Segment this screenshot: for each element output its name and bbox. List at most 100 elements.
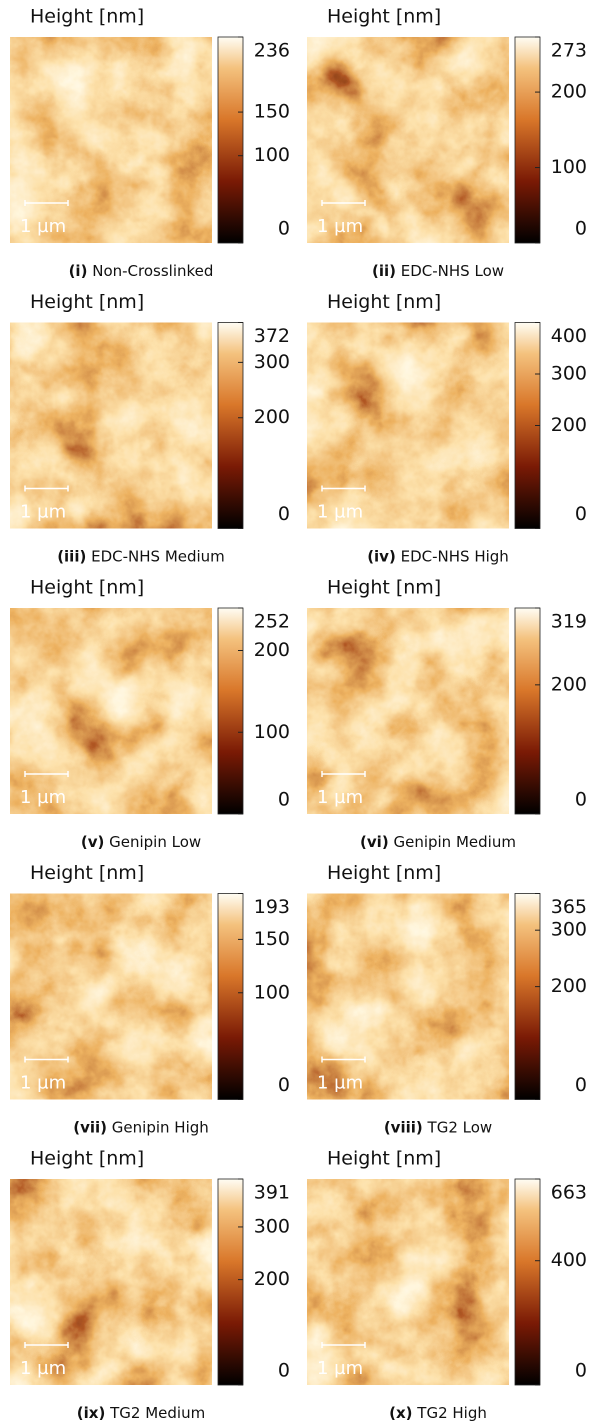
colorbar-tick-label: 200 [551,673,587,695]
colorbar-tick-label: 200 [551,81,587,103]
caption-text: TG2 High [416,1404,487,1421]
caption: (v) Genipin Low [81,833,201,851]
colorbar-tick-label: 391 [254,1182,290,1204]
colorbar-tick-label: 365 [551,896,587,918]
afm-image [307,322,509,529]
panel-title: Height [nm] [327,1148,441,1170]
colorbar-tick-label: 300 [551,363,587,385]
afm-image [307,608,509,814]
colorbar-tick-label: 372 [254,325,290,347]
caption-numeral: (iii) [57,547,86,565]
colorbar-tick-label: 193 [254,896,290,918]
colorbar-tick-label: 0 [278,1074,290,1096]
colorbar-tick-label: 663 [551,1182,587,1204]
colorbar-tick-label: 300 [254,351,290,373]
colorbar-tick-label: 200 [551,414,587,436]
colorbar-tick-label: 400 [551,1249,587,1271]
scale-bar-label: 1 µm [20,787,66,808]
colorbar-tick-label: 200 [254,406,290,428]
panel-title: Height [nm] [30,577,144,599]
colorbar [514,893,541,1100]
caption: (ix) TG2 Medium [77,1404,205,1421]
colorbar-tick-label: 150 [254,928,290,950]
afm-image [307,37,509,243]
caption-text: TG2 Medium [109,1404,205,1421]
colorbar [217,607,244,815]
colorbar-tick-label: 273 [551,40,587,62]
panel-title: Height [nm] [30,862,144,884]
colorbar [217,893,244,1100]
colorbar-tick-label: 200 [551,975,587,997]
caption-numeral: (v) [81,833,105,851]
afm-image [10,893,212,1100]
colorbar [217,1178,244,1386]
colorbar [514,1178,541,1386]
caption-numeral: (ii) [372,262,396,280]
panel-title: Height [nm] [327,291,441,313]
colorbar-tick-label: 0 [575,789,587,811]
caption-text: EDC-NHS Low [401,262,504,280]
caption-text: TG2 Low [427,1118,493,1136]
panel-title: Height [nm] [327,862,441,884]
afm-image [10,37,212,243]
caption: (ii) EDC-NHS Low [372,262,504,280]
colorbar-tick-label: 400 [551,325,587,347]
caption-numeral: (ix) [77,1404,106,1421]
caption: (x) TG2 High [389,1404,487,1421]
caption: (vii) Genipin High [73,1118,209,1136]
caption: (i) Non-Crosslinked [69,262,214,280]
scale-bar-label: 1 µm [317,216,363,237]
caption-text: EDC-NHS High [401,547,509,565]
colorbar-tick-label: 0 [575,503,587,525]
colorbar-tick-label: 319 [551,611,587,633]
caption: (iv) EDC-NHS High [367,547,509,565]
scale-bar-label: 1 µm [317,1358,363,1379]
colorbar-tick-label: 100 [254,721,290,743]
scale-bar-label: 1 µm [20,216,66,237]
colorbar-tick-label: 0 [278,1360,290,1382]
scale-bar-label: 1 µm [317,787,363,808]
colorbar [217,322,244,529]
colorbar-tick-label: 200 [254,639,290,661]
caption-numeral: (vi) [360,833,389,851]
colorbar-tick-label: 200 [254,1268,290,1290]
afm-image [307,893,509,1100]
afm-image [10,1179,212,1385]
colorbar-tick-label: 0 [278,503,290,525]
colorbar-tick-label: 0 [278,218,290,240]
colorbar-tick-label: 100 [254,144,290,166]
colorbar-tick-label: 0 [575,1360,587,1382]
colorbar-tick-label: 100 [254,981,290,1003]
caption: (iii) EDC-NHS Medium [57,547,225,565]
caption-text: Non-Crosslinked [92,262,213,280]
panel-title: Height [nm] [30,1148,144,1170]
caption-numeral: (i) [69,262,88,280]
colorbar-tick-label: 100 [551,156,587,178]
scale-bar-label: 1 µm [20,502,66,523]
panel-title: Height [nm] [30,6,144,28]
panel-title: Height [nm] [30,291,144,313]
caption: (viii) TG2 Low [384,1118,492,1136]
caption: (vi) Genipin Medium [360,833,516,851]
afm-image [10,608,212,814]
colorbar-tick-label: 236 [254,40,290,62]
caption-numeral: (vii) [73,1118,107,1136]
scale-bar-label: 1 µm [317,502,363,523]
panel-title: Height [nm] [327,577,441,599]
colorbar-tick-label: 252 [254,611,290,633]
scale-bar-label: 1 µm [20,1358,66,1379]
scale-bar-label: 1 µm [317,1073,363,1094]
colorbar-tick-label: 300 [551,919,587,941]
colorbar [217,36,244,244]
caption-numeral: (viii) [384,1118,423,1136]
afm-image [10,322,212,529]
colorbar [514,36,541,244]
afm-image [307,1179,509,1385]
caption-text: Genipin High [112,1118,209,1136]
panel-title: Height [nm] [327,6,441,28]
colorbar-tick-label: 0 [575,218,587,240]
colorbar-tick-label: 0 [575,1074,587,1096]
colorbar-tick-label: 150 [254,101,290,123]
caption-text: EDC-NHS Medium [91,547,225,565]
